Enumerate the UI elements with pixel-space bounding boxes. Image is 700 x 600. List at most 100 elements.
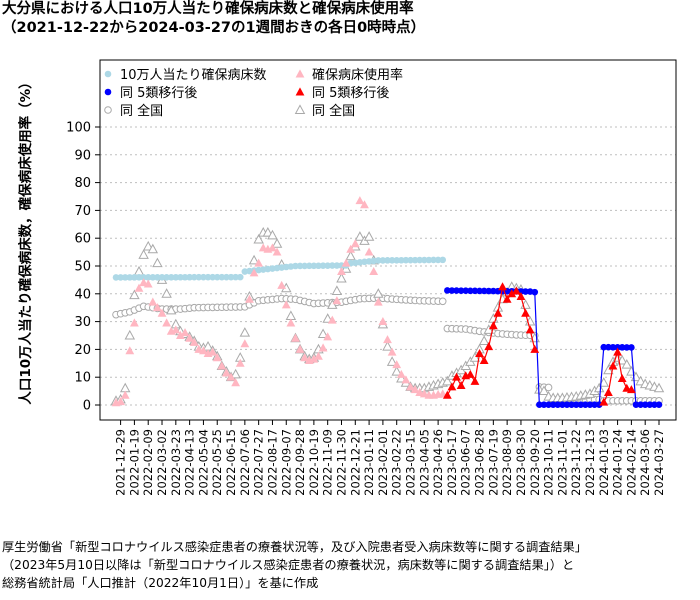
y-tick-label: 40: [74, 287, 91, 302]
data-point: [490, 287, 497, 295]
data-point: [212, 353, 222, 362]
data-point: [239, 327, 251, 337]
series-1: [111, 196, 448, 407]
y-tick-label: 30: [74, 315, 91, 330]
legend-label: 同 全国: [120, 103, 163, 119]
x-tick-label: 2022-02-09: [141, 429, 155, 496]
data-point: [388, 257, 396, 264]
data-point: [142, 240, 154, 251]
data-point: [540, 401, 548, 409]
data-point: [152, 257, 163, 268]
data-point: [305, 262, 313, 270]
data-point: [493, 308, 503, 317]
data-point: [124, 329, 136, 340]
source-line-3: 総務省統計局「人口推計（2022年10月1日）」を基に作成: [2, 576, 319, 590]
x-tick-label: 2023-09-20: [528, 429, 542, 496]
data-point: [121, 274, 129, 281]
data-point: [488, 321, 498, 330]
data-point: [309, 354, 319, 363]
data-point: [285, 310, 297, 320]
data-point: [119, 382, 131, 393]
data-point: [147, 243, 159, 254]
x-tick-label: 2024-01-24: [611, 429, 625, 496]
data-point: [411, 256, 419, 264]
data-point: [231, 378, 241, 387]
data-point: [338, 262, 345, 269]
data-point: [333, 262, 341, 269]
data-point: [317, 328, 329, 339]
data-point: [507, 289, 517, 298]
data-point: [582, 401, 589, 409]
data-point: [165, 304, 177, 315]
data-point: [383, 335, 392, 344]
data-point: [190, 273, 198, 281]
x-tick-label: 2022-03-23: [169, 429, 183, 496]
legend-label: 確保病床使用率: [312, 67, 403, 83]
data-point: [253, 233, 264, 244]
data-point: [336, 272, 347, 283]
data-point: [599, 397, 609, 406]
y-tick-label: 10: [74, 371, 91, 386]
data-point: [186, 273, 193, 281]
data-point: [605, 343, 612, 351]
data-point: [447, 382, 457, 391]
x-tick-label: 2023-02-01: [376, 429, 390, 496]
series-marks: [110, 196, 665, 409]
data-point: [355, 196, 365, 205]
data-point: [609, 343, 617, 351]
x-tick-label: 2022-11-09: [321, 429, 335, 496]
data-point: [200, 273, 207, 281]
data-point: [135, 274, 143, 281]
data-point: [559, 401, 566, 409]
data-point: [469, 352, 481, 362]
data-point: [384, 257, 391, 264]
x-tick-label: 2023-06-07: [459, 429, 473, 496]
data-point: [603, 387, 613, 396]
data-point: [387, 347, 397, 356]
data-point: [373, 297, 383, 306]
data-point: [292, 262, 299, 270]
legend-marker: [295, 69, 305, 78]
data-point: [346, 244, 356, 253]
x-tick-label: 2023-10-11: [542, 429, 556, 496]
data-point: [310, 262, 318, 270]
series-3: [442, 282, 636, 406]
data-point: [608, 361, 618, 370]
data-point: [232, 273, 239, 281]
data-point: [143, 279, 153, 288]
data-point: [327, 299, 338, 309]
x-tick-label: 2022-04-13: [183, 429, 197, 496]
data-point: [421, 256, 428, 264]
data-point: [235, 358, 245, 367]
x-tick-label: 2022-07-06: [238, 429, 252, 496]
legend-label: 同 5類移行後: [120, 86, 197, 101]
data-point: [117, 274, 124, 281]
data-point: [637, 401, 644, 409]
data-point: [591, 401, 598, 409]
data-point: [623, 344, 631, 351]
legend-marker: [294, 104, 306, 114]
x-tick-label: 2023-12-13: [583, 429, 597, 496]
data-point: [525, 325, 535, 334]
data-point: [337, 266, 346, 276]
data-point: [386, 356, 398, 366]
data-point: [126, 274, 134, 281]
y-tick-label: 90: [74, 148, 91, 163]
data-point: [462, 287, 470, 295]
data-point: [516, 291, 526, 301]
data-point: [240, 339, 250, 348]
data-point: [157, 308, 167, 317]
data-point: [613, 347, 622, 356]
data-point: [262, 226, 274, 237]
legend-label: 同 全国: [312, 103, 355, 119]
data-point: [324, 262, 331, 269]
data-point: [651, 401, 658, 409]
x-tick-label: 2024-02-14: [624, 429, 638, 496]
data-point: [531, 288, 539, 296]
data-point: [208, 347, 218, 356]
data-point: [626, 385, 636, 394]
data-point: [286, 318, 296, 327]
legend-marker: [104, 70, 112, 78]
data-point: [315, 262, 322, 270]
data-point: [144, 274, 152, 281]
